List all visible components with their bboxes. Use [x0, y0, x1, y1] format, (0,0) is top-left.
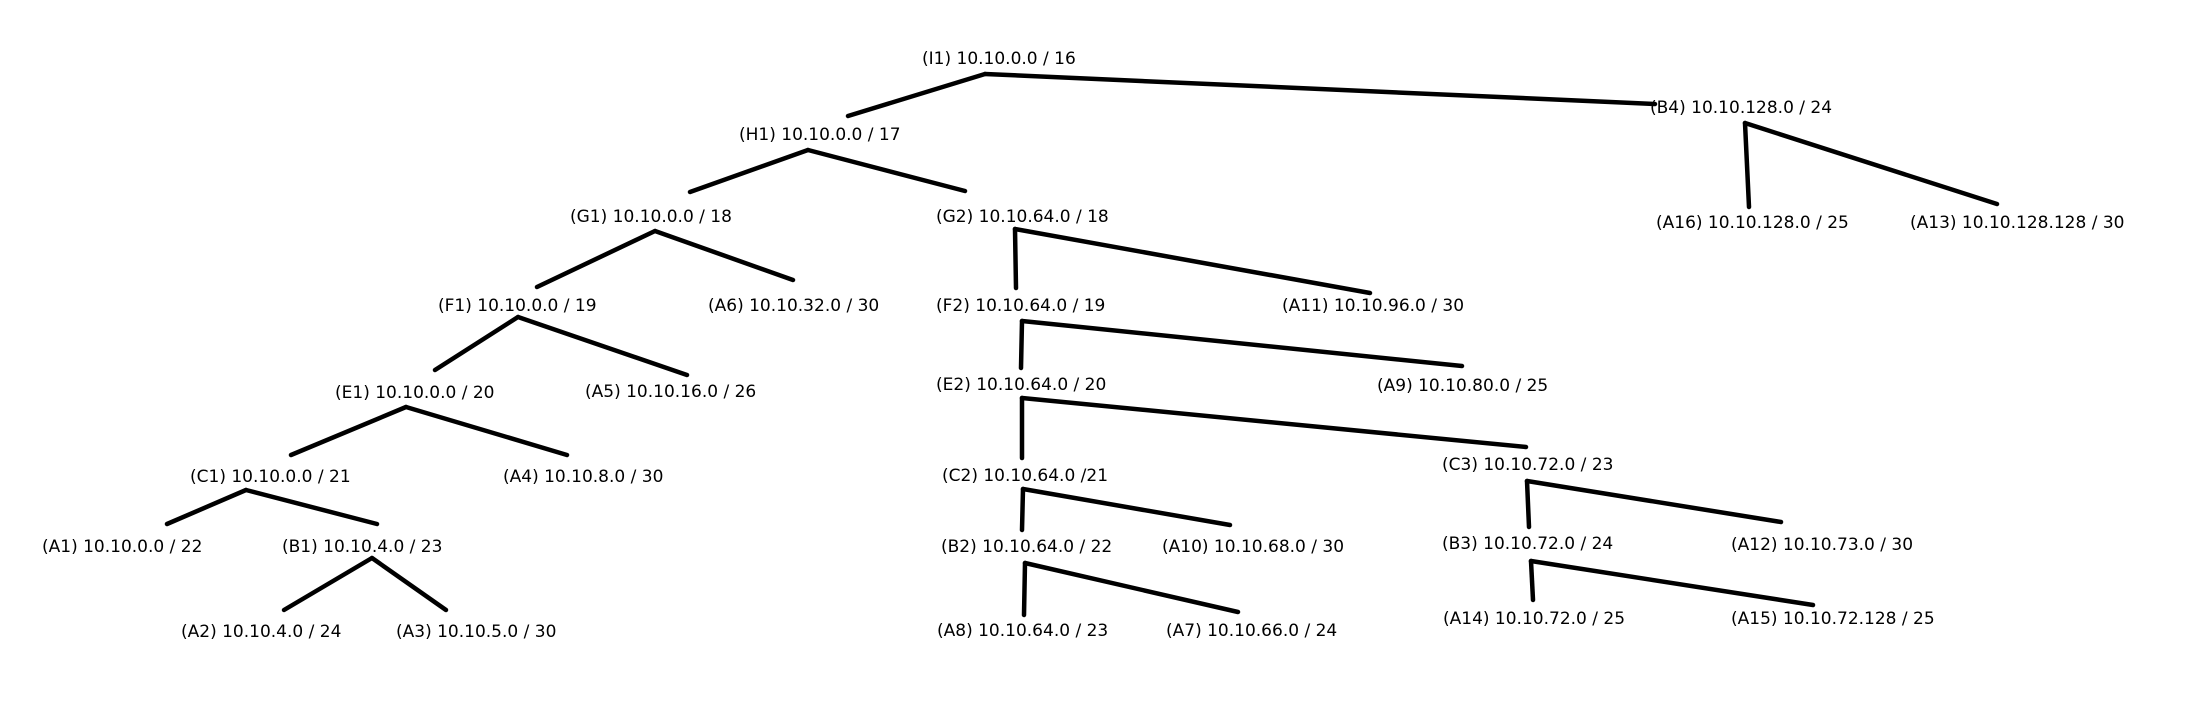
edge-c3-b3: [1524, 478, 1532, 530]
node-e2: (E2) 10.10.64.0 / 20: [936, 375, 1106, 395]
node-c2: (C2) 10.10.64.0 /21: [942, 466, 1108, 486]
node-a10: (A10) 10.10.68.0 / 30: [1162, 537, 1344, 557]
node-f1: (F1) 10.10.0.0 / 19: [438, 296, 597, 316]
node-a16: (A16) 10.10.128.0 / 25: [1656, 213, 1849, 233]
node-i1: (I1) 10.10.0.0 / 16: [922, 49, 1076, 69]
edge-b1-a2: [281, 555, 375, 613]
node-a9: (A9) 10.10.80.0 / 25: [1377, 376, 1548, 396]
node-h1: (H1) 10.10.0.0 / 17: [739, 125, 901, 145]
edge-b3-a15: [1528, 558, 1816, 608]
node-a4: (A4) 10.10.8.0 / 30: [503, 467, 663, 487]
node-b4: (B4) 10.10.128.0 / 24: [1650, 98, 1832, 118]
node-b2: (B2) 10.10.64.0 / 22: [941, 537, 1112, 557]
edge-i1-h1: [845, 71, 988, 119]
edge-b4-a16: [1742, 120, 1752, 210]
edge-g2-f2: [1012, 226, 1019, 291]
edge-e1-c1: [288, 404, 409, 458]
edge-g2-a11: [1012, 226, 1373, 296]
edge-c2-a10: [1020, 486, 1233, 528]
edge-f1-a5: [515, 314, 690, 378]
node-a1: (A1) 10.10.0.0 / 22: [42, 537, 202, 557]
edge-h1-g2: [805, 147, 968, 194]
edge-b4-a13: [1742, 120, 2000, 207]
node-a2: (A2) 10.10.4.0 / 24: [181, 622, 341, 642]
node-a5: (A5) 10.10.16.0 / 26: [585, 382, 756, 402]
edge-c2-b2: [1019, 486, 1026, 533]
node-c1: (C1) 10.10.0.0 / 21: [190, 467, 351, 487]
edge-b2-a8: [1021, 560, 1028, 618]
node-a7: (A7) 10.10.66.0 / 24: [1166, 621, 1337, 641]
edge-i1-b4: [982, 71, 1658, 107]
tree-edges: [164, 71, 2000, 618]
node-a14: (A14) 10.10.72.0 / 25: [1443, 609, 1625, 629]
edge-g1-f1: [534, 228, 658, 290]
edge-c1-a1: [164, 487, 249, 527]
node-b3: (B3) 10.10.72.0 / 24: [1442, 534, 1613, 554]
edge-f2-a9: [1019, 318, 1465, 369]
node-g1: (G1) 10.10.0.0 / 18: [570, 207, 732, 227]
edge-c3-a12: [1524, 478, 1784, 525]
node-a6: (A6) 10.10.32.0 / 30: [708, 296, 879, 316]
node-a13: (A13) 10.10.128.128 / 30: [1910, 213, 2124, 233]
node-a3: (A3) 10.10.5.0 / 30: [396, 622, 556, 642]
edge-h1-g1: [687, 147, 811, 195]
edge-f1-e1: [432, 314, 521, 373]
node-c3: (C3) 10.10.72.0 / 23: [1442, 455, 1613, 475]
edge-b1-a3: [369, 555, 449, 613]
edge-e1-a4: [403, 404, 570, 458]
node-a11: (A11) 10.10.96.0 / 30: [1282, 296, 1464, 316]
edge-c1-b1: [243, 487, 380, 527]
edge-b2-a7: [1022, 560, 1241, 615]
node-f2: (F2) 10.10.64.0 / 19: [936, 296, 1105, 316]
node-g2: (G2) 10.10.64.0 / 18: [936, 207, 1109, 227]
tree-labels: (I1) 10.10.0.0 / 16 (H1) 10.10.0.0 / 17 (B…: [42, 49, 2124, 642]
node-a15: (A15) 10.10.72.128 / 25: [1731, 609, 1935, 629]
node-a8: (A8) 10.10.64.0 / 23: [937, 621, 1108, 641]
edge-f2-e2: [1018, 318, 1025, 371]
edge-e2-c3: [1019, 395, 1529, 450]
edge-g1-a6: [652, 228, 796, 283]
node-e1: (E1) 10.10.0.0 / 20: [335, 383, 495, 403]
node-a12: (A12) 10.10.73.0 / 30: [1731, 535, 1913, 555]
edge-b3-a14: [1528, 558, 1536, 603]
node-b1: (B1) 10.10.4.0 / 23: [282, 537, 442, 557]
